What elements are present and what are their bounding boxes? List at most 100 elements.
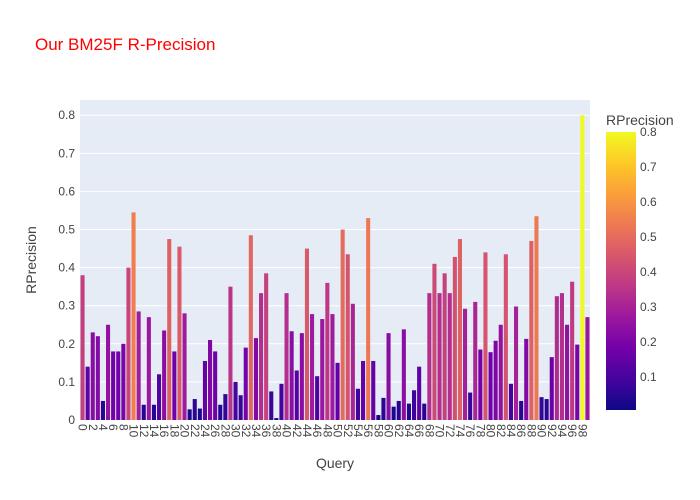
bar-query-64[interactable] xyxy=(406,403,411,420)
bar-query-42[interactable] xyxy=(294,370,299,420)
bar-query-20[interactable] xyxy=(182,313,187,420)
bar-query-26[interactable] xyxy=(213,351,218,420)
bar-query-46[interactable] xyxy=(315,376,320,420)
bar-query-62[interactable] xyxy=(396,400,401,420)
bar-query-13[interactable] xyxy=(146,317,151,420)
bar-query-66[interactable] xyxy=(417,366,422,420)
bar-query-31[interactable] xyxy=(238,395,243,420)
bar-query-50[interactable] xyxy=(335,362,340,420)
bar-query-51[interactable] xyxy=(340,229,345,420)
bar-query-68[interactable] xyxy=(427,293,432,420)
bar-query-21[interactable] xyxy=(187,409,192,420)
bar-query-81[interactable] xyxy=(493,340,498,420)
bar-query-96[interactable] xyxy=(570,281,575,420)
bar-query-78[interactable] xyxy=(478,349,483,420)
bar-query-23[interactable] xyxy=(197,408,202,420)
bar-query-7[interactable] xyxy=(116,351,121,420)
bar-query-17[interactable] xyxy=(167,239,172,420)
bar-query-97[interactable] xyxy=(575,344,580,420)
bar-query-39[interactable] xyxy=(279,383,284,420)
bar-query-47[interactable] xyxy=(320,319,325,420)
bar-query-67[interactable] xyxy=(422,403,427,420)
bar-query-56[interactable] xyxy=(366,218,371,420)
bar-query-55[interactable] xyxy=(361,360,366,420)
bar-query-94[interactable] xyxy=(559,293,564,420)
bar-query-2[interactable] xyxy=(90,332,95,420)
bar-query-89[interactable] xyxy=(534,216,539,420)
bar-query-65[interactable] xyxy=(412,390,417,420)
bar-query-19[interactable] xyxy=(177,246,182,420)
bar-query-18[interactable] xyxy=(172,351,177,420)
bar-query-43[interactable] xyxy=(299,333,304,420)
bar-query-27[interactable] xyxy=(218,404,223,420)
bar-query-84[interactable] xyxy=(508,383,513,420)
bar-query-28[interactable] xyxy=(223,394,228,420)
bar-query-79[interactable] xyxy=(483,252,488,420)
bar-query-86[interactable] xyxy=(519,400,524,420)
bar-query-57[interactable] xyxy=(371,360,376,420)
bar-query-91[interactable] xyxy=(544,399,549,420)
bar-query-74[interactable] xyxy=(457,239,462,420)
bar-query-33[interactable] xyxy=(248,235,253,420)
bar-query-88[interactable] xyxy=(529,240,534,420)
bar-query-85[interactable] xyxy=(514,306,519,420)
bar-query-12[interactable] xyxy=(141,404,146,420)
bar-query-25[interactable] xyxy=(208,340,213,420)
bar-query-52[interactable] xyxy=(345,254,350,420)
bar-query-6[interactable] xyxy=(111,351,116,420)
bar-query-58[interactable] xyxy=(376,415,381,420)
bar-query-36[interactable] xyxy=(264,273,269,420)
bar-query-54[interactable] xyxy=(355,388,360,420)
bar-query-76[interactable] xyxy=(468,392,473,420)
bar-query-32[interactable] xyxy=(243,347,248,420)
bar-query-40[interactable] xyxy=(284,293,289,420)
bar-query-77[interactable] xyxy=(473,301,478,420)
bar-query-95[interactable] xyxy=(565,324,570,420)
bar-query-82[interactable] xyxy=(498,324,503,420)
bar-query-75[interactable] xyxy=(463,308,468,420)
bar-query-37[interactable] xyxy=(269,391,274,420)
bar-query-15[interactable] xyxy=(157,374,162,420)
bar-query-0[interactable] xyxy=(80,275,85,420)
bar-query-92[interactable] xyxy=(549,357,554,420)
bar-query-34[interactable] xyxy=(253,338,258,420)
bar-query-71[interactable] xyxy=(442,273,447,420)
bar-query-59[interactable] xyxy=(381,397,386,420)
bar-query-70[interactable] xyxy=(437,293,442,420)
bar-query-30[interactable] xyxy=(233,381,238,420)
bar-query-48[interactable] xyxy=(325,282,330,420)
bar-query-24[interactable] xyxy=(202,360,207,420)
bar-query-4[interactable] xyxy=(100,400,105,420)
bar-query-49[interactable] xyxy=(330,314,335,420)
bar-query-8[interactable] xyxy=(121,343,126,420)
bar-query-93[interactable] xyxy=(554,296,559,420)
bar-query-22[interactable] xyxy=(192,399,197,420)
bar-query-80[interactable] xyxy=(488,352,493,420)
bar-query-16[interactable] xyxy=(162,330,167,420)
bar-query-99[interactable] xyxy=(585,317,590,420)
bar-query-72[interactable] xyxy=(447,293,452,420)
bar-query-10[interactable] xyxy=(131,212,136,420)
bar-query-14[interactable] xyxy=(151,404,156,420)
bar-query-3[interactable] xyxy=(95,336,100,420)
bar-query-9[interactable] xyxy=(126,267,131,420)
bar-query-29[interactable] xyxy=(228,286,233,420)
bar-query-63[interactable] xyxy=(401,329,406,420)
bar-query-1[interactable] xyxy=(85,366,90,420)
bar-query-90[interactable] xyxy=(539,397,544,420)
bar-query-69[interactable] xyxy=(432,263,437,420)
bar-query-44[interactable] xyxy=(304,248,309,420)
bar-query-5[interactable] xyxy=(106,324,111,420)
bar-query-60[interactable] xyxy=(386,333,391,420)
bar-query-53[interactable] xyxy=(350,303,355,420)
bar-query-45[interactable] xyxy=(310,314,315,420)
bar-query-61[interactable] xyxy=(391,406,396,420)
bar-query-73[interactable] xyxy=(452,256,457,420)
bar-query-38[interactable] xyxy=(274,418,279,420)
bar-query-98[interactable] xyxy=(580,115,585,420)
bar-query-83[interactable] xyxy=(503,254,508,420)
bar-query-87[interactable] xyxy=(524,338,529,420)
bar-query-35[interactable] xyxy=(259,293,264,420)
bar-query-11[interactable] xyxy=(136,311,141,420)
bar-query-41[interactable] xyxy=(289,331,294,420)
